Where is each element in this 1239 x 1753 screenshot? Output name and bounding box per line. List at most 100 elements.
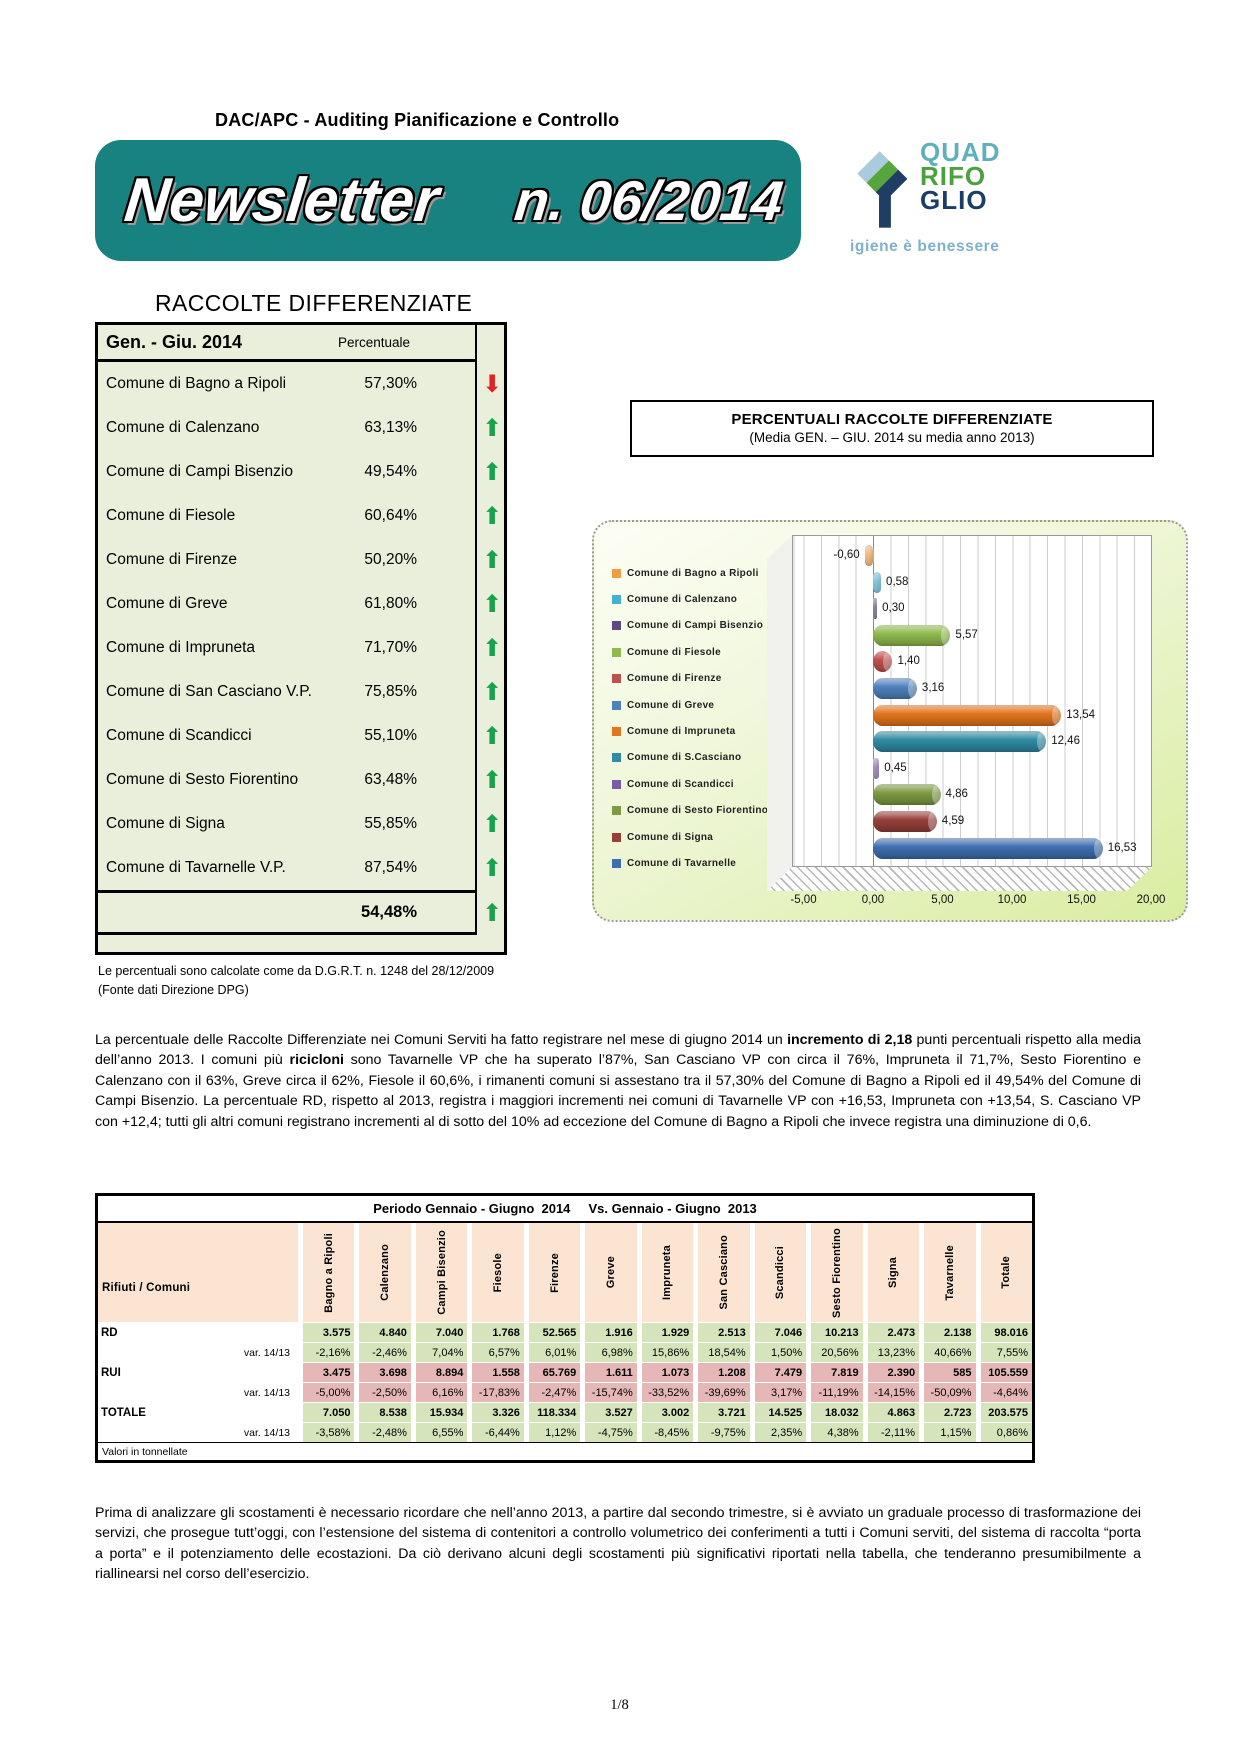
- legend-item: Comune di Signa: [612, 824, 768, 850]
- bar: [873, 731, 1049, 753]
- legend-swatch: [612, 674, 621, 684]
- data-cell: 10.213: [811, 1323, 863, 1342]
- data-cell: -50,09%: [924, 1383, 976, 1402]
- table-row: Comune di Bagno a Ripoli 57,30%: [98, 362, 475, 406]
- column-header-label: Totale: [1000, 1256, 1013, 1289]
- data-cell: 1,12%: [528, 1423, 581, 1442]
- column-header: Sesto Fiorentino: [811, 1223, 863, 1322]
- data-cell: 40,66%: [924, 1343, 976, 1362]
- paragraph-intro: La percentuale delle Raccolte Differenzi…: [95, 1030, 1141, 1132]
- column-header-label: Calenzano: [379, 1244, 392, 1301]
- commune-name: Comune di Sesto Fiorentino: [106, 771, 299, 788]
- bar-value-label: 4,86: [945, 788, 968, 801]
- table-row: Comune di Impruneta 71,70%: [98, 626, 475, 670]
- data-cell: -2,48%: [359, 1423, 411, 1442]
- legend-label: Comune di Scandicci: [627, 778, 734, 790]
- chart-3d-wall: [767, 535, 792, 891]
- bar-value-label: 5,57: [955, 628, 978, 641]
- bar-value-label: 0,45: [884, 761, 907, 774]
- bar-cap: [907, 678, 919, 699]
- row-label: var. 14/13: [98, 1383, 298, 1402]
- column-header-label: Sesto Fiorentino: [830, 1227, 843, 1318]
- bar-cap: [883, 651, 895, 673]
- bar-value-label: 12,46: [1051, 735, 1080, 748]
- data-cell: 3.527: [585, 1403, 637, 1422]
- commune-name: Comune di Firenze: [106, 551, 237, 568]
- data-cell: 585: [924, 1363, 976, 1382]
- trend-down-icon: ⬇: [479, 362, 505, 406]
- bar: [870, 757, 882, 779]
- column-header: Fiesole: [472, 1223, 524, 1322]
- trend-up-icon: ⬆: [481, 766, 503, 794]
- data-cell: 2.390: [867, 1363, 920, 1382]
- column-header: Impruneta: [641, 1223, 694, 1322]
- data-cell: 4.863: [867, 1403, 920, 1422]
- trend-up-icon: ⬆: [479, 494, 505, 538]
- data-table-grid: Rifiuti / Comuni Bagno a Ripoli Calenzano C…: [98, 1223, 1032, 1442]
- column-header: Greve: [585, 1223, 637, 1322]
- bar: [873, 624, 953, 646]
- rd-total-row: 54,48%: [98, 890, 475, 935]
- table-footnote: Le percentuali sono calcolate come da D.…: [98, 962, 528, 1001]
- page-number: 1/8: [610, 1697, 629, 1713]
- x-axis-tick: 0,00: [861, 894, 885, 906]
- bar-cap: [1037, 731, 1049, 753]
- footnote-line: (Fonte dati Direzione DPG): [98, 983, 249, 998]
- trend-up-icon: ⬆: [481, 546, 503, 574]
- table-row: Comune di Greve 61,80%: [98, 582, 475, 626]
- logo-tagline: igiene è benessere: [850, 238, 1000, 255]
- bar-value-label: -0,60: [833, 549, 860, 561]
- data-cell: 2,35%: [754, 1423, 807, 1442]
- rd-total-value: 54,48%: [361, 903, 417, 921]
- data-cell: -17,83%: [472, 1383, 524, 1402]
- data-cell: 3.326: [472, 1403, 524, 1422]
- bar-cap: [1052, 704, 1064, 726]
- bar-cap: [931, 784, 943, 806]
- chart-3d-floor: [767, 867, 1152, 891]
- trend-up-icon: ⬆: [481, 678, 503, 706]
- legend-label: Comune di Calenzano: [627, 594, 738, 606]
- commune-name: Comune di San Casciano V.P.: [106, 683, 312, 700]
- x-axis-tick: 5,00: [931, 894, 954, 906]
- logo-text-line: QUAD: [920, 137, 1001, 167]
- legend-item: Comune di Firenze: [612, 666, 768, 692]
- chart-subtitle: (Media GEN. – GIU. 2014 su media anno 20…: [749, 430, 1035, 445]
- data-cell: 3.721: [698, 1403, 750, 1422]
- data-cell: 1.929: [641, 1323, 694, 1342]
- bar: [872, 571, 884, 593]
- footnote-line: Le percentuali sono calcolate come da D.…: [98, 964, 495, 978]
- data-cell: 98.016: [980, 1323, 1032, 1342]
- data-cell: 3.475: [303, 1363, 355, 1382]
- column-header: Tavarnelle: [924, 1223, 976, 1322]
- data-cell: 3.575: [303, 1323, 355, 1342]
- bar: [873, 837, 1105, 859]
- data-cell: 2.513: [698, 1323, 750, 1342]
- x-axis-tick: -5,00: [790, 894, 817, 906]
- logo-icon: [857, 151, 908, 228]
- x-axis-tick: 20,00: [1136, 894, 1166, 906]
- data-cell: -8,45%: [641, 1423, 694, 1442]
- data-cell: 15.934: [415, 1403, 468, 1422]
- row-header-label: Rifiuti / Comuni: [102, 1282, 191, 1294]
- bar: [873, 811, 939, 832]
- data-cell: -4,64%: [980, 1383, 1032, 1402]
- percentage-value: 50,20%: [364, 551, 417, 568]
- bar-cap: [870, 757, 882, 779]
- paragraph-closing: Prima di analizzare gli scostamenti è ne…: [95, 1505, 1141, 1583]
- bar: [863, 545, 875, 566]
- bar-value-label: 13,54: [1066, 708, 1095, 721]
- data-cell: 15,86%: [641, 1343, 694, 1362]
- column-header-label: Impruneta: [661, 1245, 674, 1300]
- trend-up-icon: ⬆: [481, 810, 503, 838]
- legend-swatch: [612, 806, 621, 816]
- legend-label: Comune di S.Casciano: [627, 752, 742, 764]
- bar-value-label: 0,30: [882, 602, 905, 615]
- percentage-value: 87,54%: [364, 859, 417, 876]
- data-cell: 6,55%: [415, 1423, 468, 1442]
- zero-axis-line: [873, 536, 874, 866]
- percentage-value: 71,70%: [364, 639, 417, 656]
- data-cell: 20,56%: [811, 1343, 863, 1362]
- legend-swatch: [612, 621, 621, 631]
- data-cell: 3.698: [359, 1363, 411, 1382]
- data-cell: -9,75%: [698, 1423, 750, 1442]
